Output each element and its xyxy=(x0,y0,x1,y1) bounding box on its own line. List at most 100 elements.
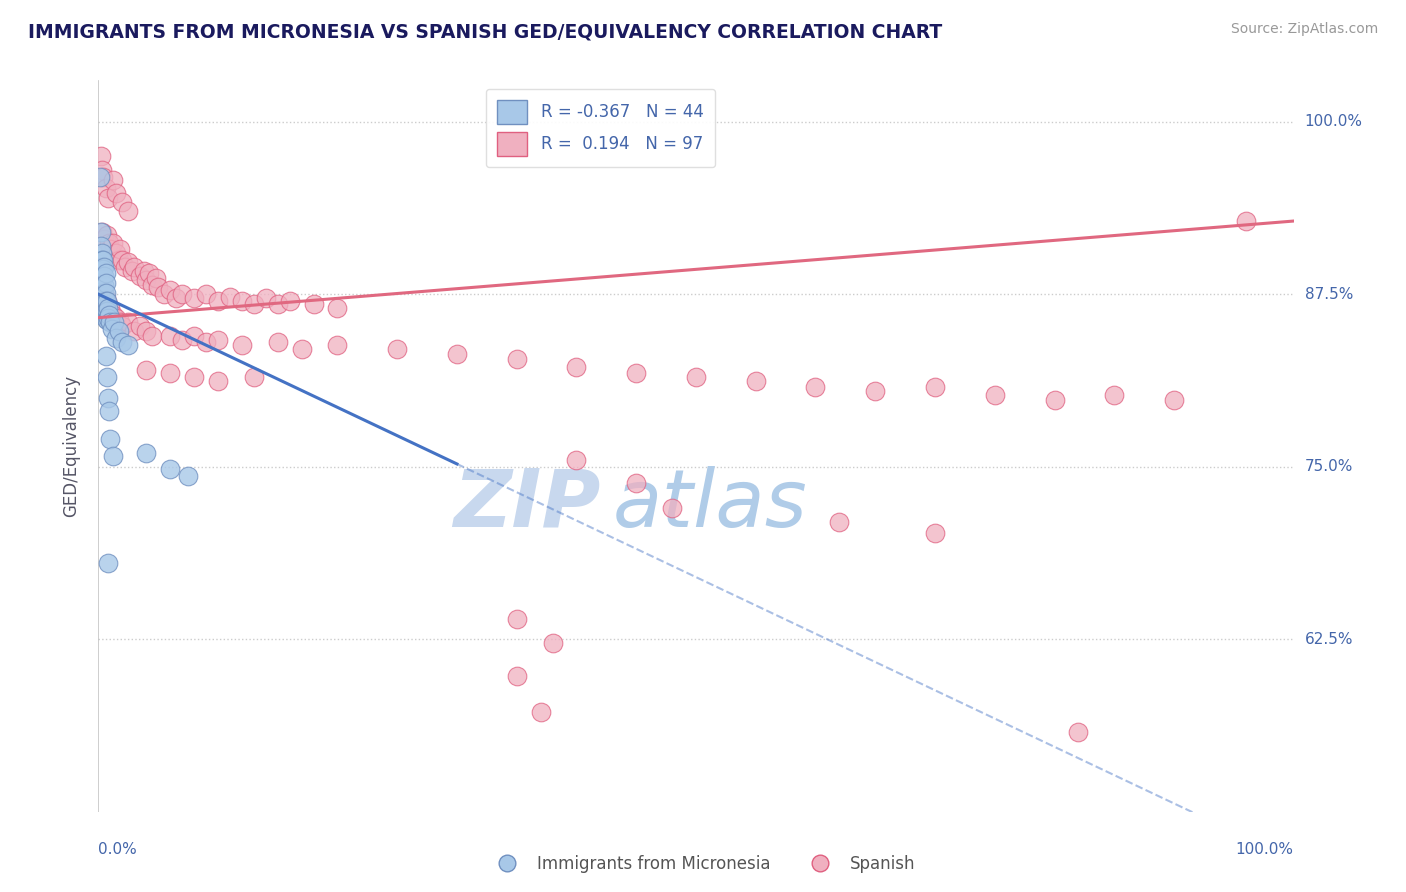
Point xyxy=(172,333,194,347)
Point xyxy=(159,462,181,476)
Point xyxy=(98,308,121,322)
Point xyxy=(93,232,115,246)
Point xyxy=(159,366,181,380)
Point xyxy=(302,297,325,311)
Point xyxy=(267,297,290,311)
Text: 75.0%: 75.0% xyxy=(1305,459,1353,475)
Point xyxy=(530,706,553,720)
Point xyxy=(565,360,588,375)
Point xyxy=(121,264,143,278)
Point xyxy=(207,294,229,309)
Point xyxy=(111,335,134,350)
Point xyxy=(96,313,118,327)
Point xyxy=(98,236,121,251)
Point xyxy=(254,291,277,305)
Point xyxy=(93,260,115,274)
Point xyxy=(385,343,409,357)
Point xyxy=(626,476,648,491)
Point xyxy=(100,321,122,335)
Point xyxy=(984,388,1007,402)
Point xyxy=(145,270,167,285)
Point xyxy=(506,669,529,683)
Point xyxy=(101,308,124,322)
Point xyxy=(93,269,115,284)
Text: Source: ZipAtlas.com: Source: ZipAtlas.com xyxy=(1230,22,1378,37)
Legend: Immigrants from Micronesia, Spanish: Immigrants from Micronesia, Spanish xyxy=(484,848,922,880)
Point xyxy=(219,290,242,304)
Point xyxy=(94,267,117,281)
Text: 100.0%: 100.0% xyxy=(1305,114,1362,129)
Y-axis label: GED/Equivalency: GED/Equivalency xyxy=(62,375,80,517)
Point xyxy=(91,163,114,178)
Point xyxy=(117,338,139,352)
Point xyxy=(93,302,115,317)
Point xyxy=(1234,214,1257,228)
Point xyxy=(98,404,121,418)
Point xyxy=(94,312,117,326)
Point xyxy=(94,181,117,195)
Point xyxy=(326,338,349,352)
Point xyxy=(91,270,114,285)
Point xyxy=(117,255,139,269)
Point xyxy=(90,239,112,253)
Point xyxy=(91,252,114,267)
Point xyxy=(103,315,125,329)
Point xyxy=(267,335,290,350)
Point xyxy=(91,225,114,239)
Point xyxy=(506,611,529,625)
Point xyxy=(101,449,124,463)
Text: 0.0%: 0.0% xyxy=(98,842,138,857)
Point xyxy=(96,303,118,318)
Point xyxy=(117,315,139,329)
Point xyxy=(141,328,163,343)
Point xyxy=(96,294,118,309)
Point xyxy=(541,636,564,650)
Point xyxy=(506,352,529,367)
Point xyxy=(661,501,683,516)
Point xyxy=(685,370,707,384)
Point xyxy=(89,169,111,184)
Point xyxy=(148,280,170,294)
Point xyxy=(129,318,152,333)
Point xyxy=(97,191,120,205)
Point xyxy=(94,291,117,305)
Point xyxy=(105,245,128,260)
Point xyxy=(129,269,152,284)
Point xyxy=(207,333,229,347)
Point xyxy=(135,446,157,460)
Point xyxy=(153,287,176,301)
Point xyxy=(865,384,887,398)
Point xyxy=(135,273,157,287)
Point xyxy=(183,328,205,343)
Point xyxy=(91,252,114,267)
Point xyxy=(101,172,124,186)
Point xyxy=(924,525,946,540)
Point xyxy=(924,379,946,393)
Point xyxy=(105,310,128,325)
Point xyxy=(93,294,115,309)
Point xyxy=(107,252,129,267)
Point xyxy=(94,303,117,318)
Text: IMMIGRANTS FROM MICRONESIA VS SPANISH GED/EQUIVALENCY CORRELATION CHART: IMMIGRANTS FROM MICRONESIA VS SPANISH GE… xyxy=(28,22,942,41)
Point xyxy=(243,297,266,311)
Point xyxy=(98,242,122,256)
Point xyxy=(97,297,120,311)
Point xyxy=(745,374,768,388)
Point xyxy=(183,370,205,384)
Point xyxy=(107,325,129,339)
Text: 62.5%: 62.5% xyxy=(1305,632,1353,647)
Point xyxy=(291,343,314,357)
Point xyxy=(138,267,160,281)
Point xyxy=(94,349,117,363)
Point xyxy=(804,379,827,393)
Point xyxy=(97,391,120,405)
Point xyxy=(98,315,122,329)
Point xyxy=(91,262,114,277)
Point xyxy=(97,301,120,315)
Point xyxy=(114,260,136,274)
Point xyxy=(207,374,229,388)
Point xyxy=(231,338,253,352)
Legend: R = -0.367   N = 44, R =  0.194   N = 97: R = -0.367 N = 44, R = 0.194 N = 97 xyxy=(485,88,716,168)
Point xyxy=(1104,388,1126,402)
Point xyxy=(91,260,114,274)
